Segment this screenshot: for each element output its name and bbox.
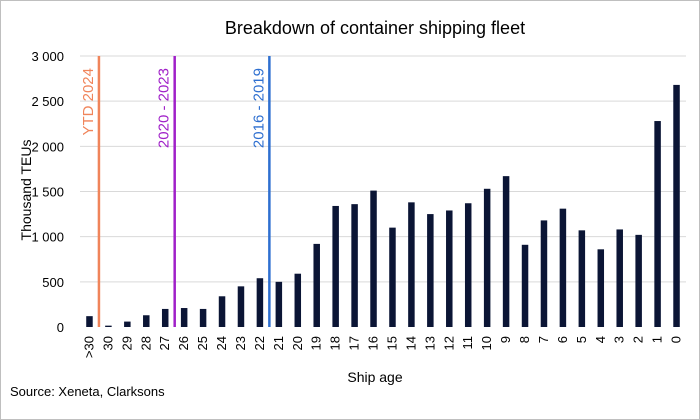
chart-title: Breakdown of container shipping fleet	[225, 18, 525, 38]
bar	[256, 278, 264, 327]
y-tick-label: 500	[42, 275, 64, 290]
x-tick-label: 15	[384, 336, 399, 350]
bar	[673, 84, 680, 327]
x-tick-label: 10	[479, 336, 494, 350]
bar	[559, 208, 567, 327]
bar	[105, 325, 112, 327]
period-marker-label: YTD 2024	[80, 68, 97, 136]
period-marker-label: 2016 - 2019	[250, 68, 267, 148]
x-tick-label: 13	[422, 336, 437, 350]
bar	[218, 296, 226, 327]
bar	[180, 308, 188, 327]
y-axis-label: Thousand TEUs	[18, 140, 34, 241]
x-tick-label: 18	[328, 336, 343, 350]
bar	[597, 249, 605, 327]
bar	[427, 214, 434, 327]
x-tick-label: 28	[138, 336, 153, 350]
x-tick-label: 27	[157, 336, 172, 350]
y-tick-label: 1 000	[31, 230, 64, 245]
bar	[483, 188, 491, 327]
x-tick-label: 22	[252, 336, 267, 350]
y-tick-label: 1 500	[31, 185, 64, 200]
x-tick-label: 2	[631, 336, 646, 343]
x-tick-label: 21	[271, 336, 286, 350]
x-tick-label: 17	[347, 336, 362, 350]
bar	[502, 176, 510, 327]
y-axis-ticks: 0 500 1 000 1 500 2 000 2 500 3 000	[31, 49, 64, 335]
x-tick-label: 6	[555, 336, 570, 343]
bar	[294, 273, 302, 327]
bar	[446, 210, 453, 327]
x-axis-ticks: >30 30 29 28 27 26 25 24 23 22 21 20 19 18 17 16 15 14 13 1…	[81, 336, 683, 358]
bar	[275, 281, 283, 327]
x-tick-label: 3	[612, 336, 627, 343]
y-tick-label: 2 000	[31, 139, 64, 154]
y-tick-label: 2 500	[31, 94, 64, 109]
x-tick-label: 26	[176, 336, 191, 350]
x-tick-label: 20	[290, 336, 305, 350]
bar	[464, 203, 472, 327]
bar	[199, 308, 207, 327]
bar	[635, 234, 642, 327]
bar	[332, 205, 339, 327]
bar	[237, 286, 245, 327]
bar	[578, 230, 586, 327]
x-tick-label: 24	[214, 336, 229, 350]
x-tick-label: 4	[593, 336, 608, 343]
x-tick-label: 29	[119, 336, 134, 350]
y-tick-label: 3 000	[31, 49, 64, 64]
x-tick-label: 19	[309, 336, 324, 350]
period-marker-label: 2020 - 2023	[156, 68, 173, 148]
y-tick-label: 0	[57, 320, 64, 335]
bar	[313, 243, 320, 327]
x-tick-label: 0	[669, 336, 684, 343]
bar	[616, 229, 623, 327]
bar	[161, 308, 169, 327]
bar	[143, 315, 150, 327]
bar	[370, 190, 377, 327]
x-axis-label: Ship age	[347, 369, 402, 385]
x-tick-label: >30	[81, 336, 96, 358]
bar-series	[86, 84, 680, 327]
x-tick-label: 25	[195, 336, 210, 350]
x-tick-label: 7	[536, 336, 551, 343]
x-tick-label: 23	[233, 336, 248, 350]
bar	[408, 202, 415, 327]
x-tick-label: 16	[366, 336, 381, 350]
bar	[124, 321, 131, 327]
bar	[540, 220, 548, 327]
x-tick-label: 30	[100, 336, 115, 350]
bar	[389, 227, 396, 327]
x-tick-label: 12	[441, 336, 456, 350]
bar	[86, 316, 93, 327]
period-markers: YTD 2024 2020 - 2023 2016 - 2019	[80, 56, 271, 327]
bar	[351, 204, 358, 327]
x-tick-label: 9	[498, 336, 513, 343]
x-tick-label: 8	[517, 336, 532, 343]
x-tick-label: 11	[460, 336, 475, 350]
x-tick-label: 5	[574, 336, 589, 343]
bar	[521, 244, 529, 327]
x-tick-label: 1	[650, 336, 665, 343]
bar	[654, 121, 661, 327]
x-tick-label: 14	[403, 336, 418, 350]
source-note: Source: Xeneta, Clarksons	[10, 384, 165, 399]
